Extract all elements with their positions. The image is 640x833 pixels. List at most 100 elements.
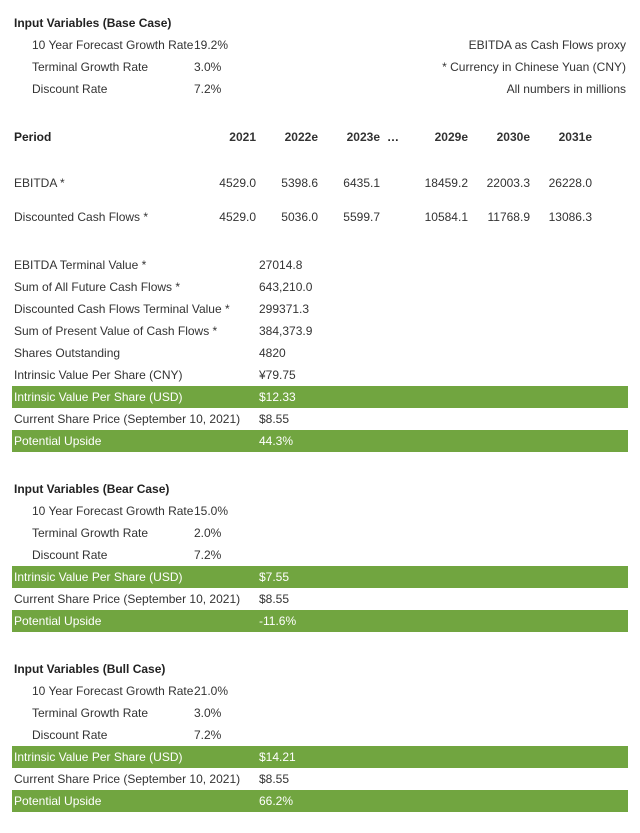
base-val-1: 3.0% <box>194 60 274 74</box>
dcf-v4: 11768.9 <box>468 210 530 224</box>
ebitda-v3: 18459.2 <box>406 176 468 190</box>
summary-value-6: $12.33 <box>259 390 339 404</box>
base-val-0: 19.2% <box>194 38 274 52</box>
base-label-1: Terminal Growth Rate <box>14 60 194 74</box>
bear-summary-value-0: $7.55 <box>259 570 339 584</box>
bull-summary: Intrinsic Value Per Share (USD)$14.21Cur… <box>14 746 626 812</box>
bear-summary-label-1: Current Share Price (September 10, 2021) <box>14 592 259 606</box>
bull-input-row-0: 10 Year Forecast Growth Rate21.0% <box>14 680 626 702</box>
summary-value-8: 44.3% <box>259 434 339 448</box>
summary-value-4: 4820 <box>259 346 339 360</box>
bear-summary-label-0: Intrinsic Value Per Share (USD) <box>14 570 259 584</box>
bull-input-value-2: 7.2% <box>194 728 274 742</box>
base-row-1: Terminal Growth Rate 3.0% * Currency in … <box>14 56 626 78</box>
ebitda-v4: 22003.3 <box>468 176 530 190</box>
summary-value-0: 27014.8 <box>259 258 339 272</box>
bear-input-row-1: Terminal Growth Rate2.0% <box>14 522 626 544</box>
summary-row-6: Intrinsic Value Per Share (USD)$12.33 <box>12 386 628 408</box>
bear-input-value-2: 7.2% <box>194 548 274 562</box>
summary-label-4: Shares Outstanding <box>14 346 259 360</box>
col-2029e: 2029e <box>406 130 468 144</box>
bear-summary-value-2: -11.6% <box>259 614 339 628</box>
base-val-2: 7.2% <box>194 82 274 96</box>
bull-summary-value-0: $14.21 <box>259 750 339 764</box>
summary-label-1: Sum of All Future Cash Flows * <box>14 280 259 294</box>
summary-value-5: ¥79.75 <box>259 368 339 382</box>
summary-row-3: Sum of Present Value of Cash Flows *384,… <box>14 320 626 342</box>
bull-input-label-1: Terminal Growth Rate <box>14 706 194 720</box>
bear-input-label-2: Discount Rate <box>14 548 194 562</box>
bull-input-row-2: Discount Rate7.2% <box>14 724 626 746</box>
summary-value-2: 299371.3 <box>259 302 339 316</box>
col-2022e: 2022e <box>256 130 318 144</box>
base-title: Input Variables (Base Case) <box>14 16 171 30</box>
period-label: Period <box>14 130 194 144</box>
base-title-row: Input Variables (Base Case) <box>14 12 626 34</box>
col-2023e: 2023e <box>318 130 380 144</box>
note-2: All numbers in millions <box>507 82 626 96</box>
base-label-0: 10 Year Forecast Growth Rate <box>14 38 194 52</box>
summary-row-2: Discounted Cash Flows Terminal Value *29… <box>14 298 626 320</box>
ebitda-v0: 4529.0 <box>194 176 256 190</box>
bear-input-label-0: 10 Year Forecast Growth Rate <box>14 504 194 518</box>
summary-label-6: Intrinsic Value Per Share (USD) <box>14 390 259 404</box>
dcf-label: Discounted Cash Flows * <box>14 210 194 224</box>
note-0: EBITDA as Cash Flows proxy <box>469 38 626 52</box>
bear-input-value-1: 2.0% <box>194 526 274 540</box>
bull-summary-value-1: $8.55 <box>259 772 339 786</box>
bear-summary-label-2: Potential Upside <box>14 614 259 628</box>
col-ellipsis: … <box>380 130 406 144</box>
dcf-v0: 4529.0 <box>194 210 256 224</box>
base-label-2: Discount Rate <box>14 82 194 96</box>
summary-row-5: Intrinsic Value Per Share (CNY)¥79.75 <box>14 364 626 386</box>
ebitda-v2: 6435.1 <box>318 176 380 190</box>
summary-label-5: Intrinsic Value Per Share (CNY) <box>14 368 259 382</box>
bull-summary-label-0: Intrinsic Value Per Share (USD) <box>14 750 259 764</box>
col-2021: 2021 <box>194 130 256 144</box>
summary-row-7: Current Share Price (September 10, 2021)… <box>14 408 626 430</box>
dcf-v5: 13086.3 <box>530 210 592 224</box>
summary-value-1: 643,210.0 <box>259 280 339 294</box>
dcf-row: Discounted Cash Flows * 4529.0 5036.0 55… <box>14 206 626 228</box>
base-row-2: Discount Rate 7.2% All numbers in millio… <box>14 78 626 100</box>
bear-inputs: 10 Year Forecast Growth Rate15.0%Termina… <box>14 500 626 566</box>
summary-label-2: Discounted Cash Flows Terminal Value * <box>14 302 259 316</box>
bear-title: Input Variables (Bear Case) <box>14 482 169 496</box>
summary-label-0: EBITDA Terminal Value * <box>14 258 259 272</box>
base-row-0: 10 Year Forecast Growth Rate 19.2% EBITD… <box>14 34 626 56</box>
bear-summary-row-2: Potential Upside-11.6% <box>12 610 628 632</box>
bull-input-value-0: 21.0% <box>194 684 274 698</box>
summary-label-8: Potential Upside <box>14 434 259 448</box>
summary-base: EBITDA Terminal Value *27014.8Sum of All… <box>14 254 626 452</box>
summary-row-1: Sum of All Future Cash Flows *643,210.0 <box>14 276 626 298</box>
bull-summary-value-2: 66.2% <box>259 794 339 808</box>
summary-label-7: Current Share Price (September 10, 2021) <box>14 412 259 426</box>
ebitda-v1: 5398.6 <box>256 176 318 190</box>
summary-label-3: Sum of Present Value of Cash Flows * <box>14 324 259 338</box>
bear-input-row-2: Discount Rate7.2% <box>14 544 626 566</box>
dcf-v2: 5599.7 <box>318 210 380 224</box>
bull-summary-row-2: Potential Upside66.2% <box>12 790 628 812</box>
bear-input-row-0: 10 Year Forecast Growth Rate15.0% <box>14 500 626 522</box>
period-header: Period 2021 2022e 2023e … 2029e 2030e 20… <box>14 126 626 148</box>
bull-input-value-1: 3.0% <box>194 706 274 720</box>
bull-title: Input Variables (Bull Case) <box>14 662 165 676</box>
bull-summary-row-1: Current Share Price (September 10, 2021)… <box>14 768 626 790</box>
summary-row-4: Shares Outstanding4820 <box>14 342 626 364</box>
dcf-v3: 10584.1 <box>406 210 468 224</box>
bear-summary-row-1: Current Share Price (September 10, 2021)… <box>14 588 626 610</box>
col-2031e: 2031e <box>530 130 592 144</box>
bear-title-row: Input Variables (Bear Case) <box>14 478 626 500</box>
col-2030e: 2030e <box>468 130 530 144</box>
note-1: * Currency in Chinese Yuan (CNY) <box>442 60 626 74</box>
summary-value-3: 384,373.9 <box>259 324 339 338</box>
bull-input-row-1: Terminal Growth Rate3.0% <box>14 702 626 724</box>
bull-summary-label-2: Potential Upside <box>14 794 259 808</box>
bear-summary: Intrinsic Value Per Share (USD)$7.55Curr… <box>14 566 626 632</box>
bull-summary-row-0: Intrinsic Value Per Share (USD)$14.21 <box>12 746 628 768</box>
bear-input-label-1: Terminal Growth Rate <box>14 526 194 540</box>
bull-inputs: 10 Year Forecast Growth Rate21.0%Termina… <box>14 680 626 746</box>
bull-title-row: Input Variables (Bull Case) <box>14 658 626 680</box>
bull-input-label-2: Discount Rate <box>14 728 194 742</box>
bear-summary-value-1: $8.55 <box>259 592 339 606</box>
